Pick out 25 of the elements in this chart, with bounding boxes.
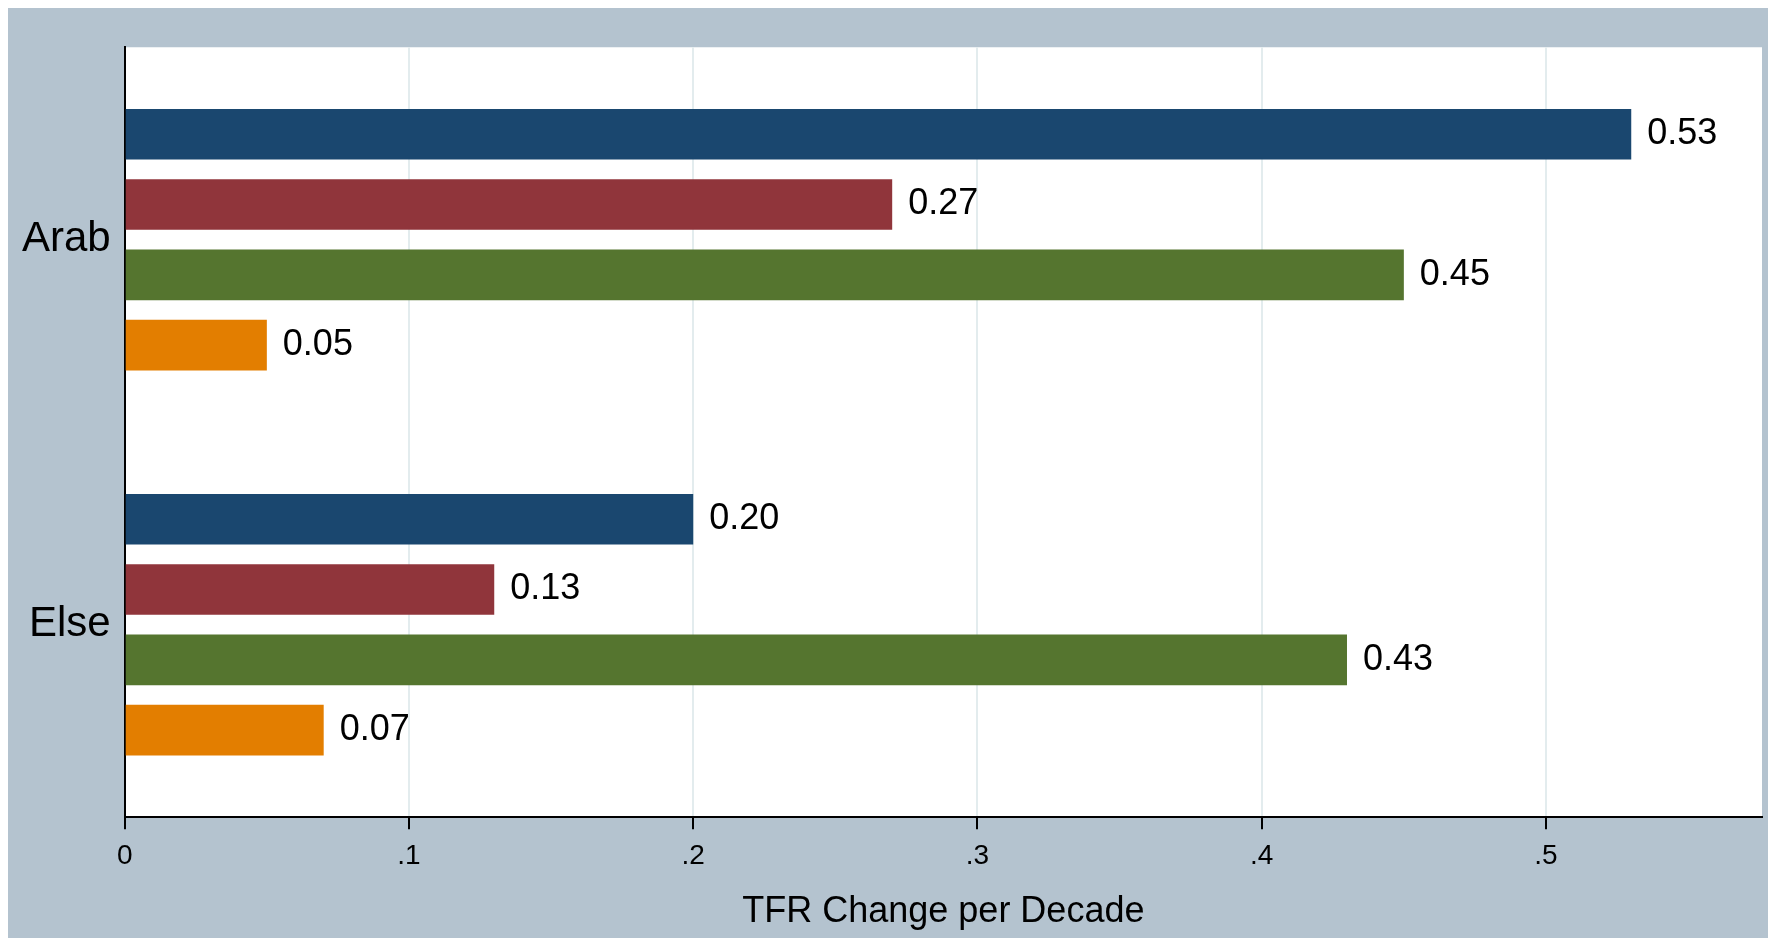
x-tick-label: .4	[1250, 838, 1274, 870]
data-label: 0.53	[1647, 111, 1718, 153]
data-label: 0.20	[709, 496, 780, 538]
data-label: 0.05	[282, 322, 353, 364]
bar	[125, 109, 1632, 160]
x-tick-label: .5	[1534, 838, 1558, 870]
data-label: 0.45	[1419, 251, 1490, 293]
y-tick-label: Arab	[22, 213, 111, 261]
bar	[125, 319, 267, 371]
data-label: 0.07	[339, 707, 410, 749]
data-label: 0.27	[908, 181, 979, 223]
bar	[125, 704, 324, 756]
x-axis-title: TFR Change per Decade	[742, 889, 1145, 931]
bar	[125, 494, 694, 545]
data-label: 0.43	[1362, 636, 1434, 678]
bar	[125, 249, 1404, 301]
x-tick-label: .2	[681, 838, 705, 870]
bar	[125, 179, 893, 230]
x-tick-label: .1	[397, 838, 421, 870]
bar	[125, 634, 1347, 686]
x-tick-label: 0	[116, 838, 133, 870]
x-tick-label: .3	[965, 838, 990, 870]
data-label: 0.13	[510, 566, 581, 608]
y-tick-label: Else	[29, 598, 111, 646]
bar	[125, 564, 495, 615]
